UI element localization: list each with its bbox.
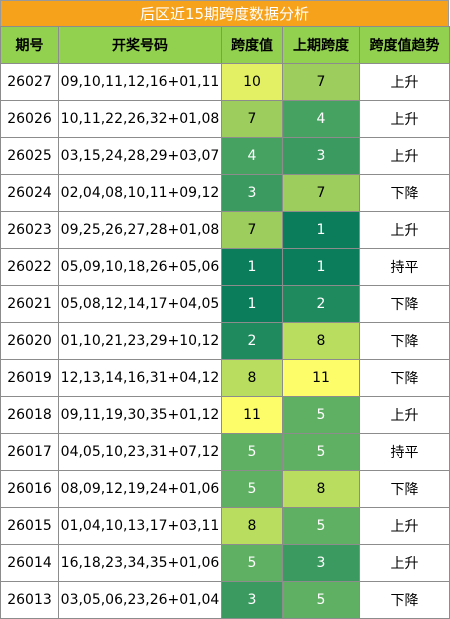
table-row: 26026 10,11,22,26,32+01,08 7 4 上升 bbox=[0, 100, 450, 138]
issue-cell: 26014 bbox=[0, 544, 59, 582]
span-cell: 8 bbox=[221, 507, 283, 545]
table-row: 26017 04,05,10,23,31+07,12 5 5 持平 bbox=[0, 433, 450, 471]
span-cell: 7 bbox=[221, 211, 283, 249]
table-title: 后区近15期跨度数据分析 bbox=[0, 0, 449, 27]
header-row: 期号 开奖号码 跨度值 上期跨度 跨度值趋势 bbox=[0, 26, 450, 64]
header-trend: 跨度值趋势 bbox=[359, 26, 450, 64]
span-cell: 4 bbox=[221, 137, 283, 175]
table-row: 26018 09,11,19,30,35+01,12 11 5 上升 bbox=[0, 396, 450, 434]
span-cell: 5 bbox=[221, 544, 283, 582]
span-cell: 3 bbox=[221, 581, 283, 619]
header-issue: 期号 bbox=[0, 26, 59, 64]
issue-cell: 26016 bbox=[0, 470, 59, 508]
prev-span-cell: 3 bbox=[282, 544, 360, 582]
prev-span-cell: 1 bbox=[282, 248, 360, 286]
prev-span-cell: 7 bbox=[282, 63, 360, 101]
span-cell: 7 bbox=[221, 100, 283, 138]
issue-cell: 26019 bbox=[0, 359, 59, 397]
prev-span-cell: 2 bbox=[282, 285, 360, 323]
prev-span-cell: 4 bbox=[282, 100, 360, 138]
issue-cell: 26020 bbox=[0, 322, 59, 360]
numbers-cell: 09,11,19,30,35+01,12 bbox=[58, 396, 222, 434]
table-row: 26022 05,09,10,18,26+05,06 1 1 持平 bbox=[0, 248, 450, 286]
trend-cell: 下降 bbox=[359, 322, 450, 360]
trend-cell: 下降 bbox=[359, 285, 450, 323]
span-analysis-table: 期号 开奖号码 跨度值 上期跨度 跨度值趋势 26027 09,10,11,12,… bbox=[0, 26, 450, 619]
prev-span-cell: 8 bbox=[282, 322, 360, 360]
span-cell: 11 bbox=[221, 396, 283, 434]
span-cell: 1 bbox=[221, 248, 283, 286]
numbers-cell: 09,10,11,12,16+01,11 bbox=[58, 63, 222, 101]
issue-cell: 26027 bbox=[0, 63, 59, 101]
table-row: 26013 03,05,06,23,26+01,04 3 5 下降 bbox=[0, 581, 450, 619]
numbers-cell: 10,11,22,26,32+01,08 bbox=[58, 100, 222, 138]
trend-cell: 上升 bbox=[359, 100, 450, 138]
numbers-cell: 01,04,10,13,17+03,11 bbox=[58, 507, 222, 545]
span-cell: 5 bbox=[221, 433, 283, 471]
span-cell: 5 bbox=[221, 470, 283, 508]
trend-cell: 持平 bbox=[359, 433, 450, 471]
table-row: 26020 01,10,21,23,29+10,12 2 8 下降 bbox=[0, 322, 450, 360]
header-prev-span: 上期跨度 bbox=[282, 26, 360, 64]
table-row: 26027 09,10,11,12,16+01,11 10 7 上升 bbox=[0, 63, 450, 101]
prev-span-cell: 11 bbox=[282, 359, 360, 397]
numbers-cell: 05,09,10,18,26+05,06 bbox=[58, 248, 222, 286]
issue-cell: 26015 bbox=[0, 507, 59, 545]
issue-cell: 26017 bbox=[0, 433, 59, 471]
trend-cell: 上升 bbox=[359, 544, 450, 582]
prev-span-cell: 5 bbox=[282, 581, 360, 619]
prev-span-cell: 8 bbox=[282, 470, 360, 508]
numbers-cell: 12,13,14,16,31+04,12 bbox=[58, 359, 222, 397]
issue-cell: 26024 bbox=[0, 174, 59, 212]
table-row: 26019 12,13,14,16,31+04,12 8 11 下降 bbox=[0, 359, 450, 397]
issue-cell: 26018 bbox=[0, 396, 59, 434]
trend-cell: 下降 bbox=[359, 174, 450, 212]
trend-cell: 上升 bbox=[359, 507, 450, 545]
trend-cell: 下降 bbox=[359, 359, 450, 397]
table-row: 26015 01,04,10,13,17+03,11 8 5 上升 bbox=[0, 507, 450, 545]
trend-cell: 下降 bbox=[359, 581, 450, 619]
numbers-cell: 03,15,24,28,29+03,07 bbox=[58, 137, 222, 175]
span-cell: 1 bbox=[221, 285, 283, 323]
header-numbers: 开奖号码 bbox=[58, 26, 222, 64]
numbers-cell: 16,18,23,34,35+01,06 bbox=[58, 544, 222, 582]
numbers-cell: 02,04,08,10,11+09,12 bbox=[58, 174, 222, 212]
trend-cell: 上升 bbox=[359, 137, 450, 175]
trend-cell: 下降 bbox=[359, 470, 450, 508]
prev-span-cell: 3 bbox=[282, 137, 360, 175]
table-row: 26014 16,18,23,34,35+01,06 5 3 上升 bbox=[0, 544, 450, 582]
trend-cell: 上升 bbox=[359, 63, 450, 101]
issue-cell: 26023 bbox=[0, 211, 59, 249]
table-row: 26024 02,04,08,10,11+09,12 3 7 下降 bbox=[0, 174, 450, 212]
issue-cell: 26021 bbox=[0, 285, 59, 323]
table-row: 26021 05,08,12,14,17+04,05 1 2 下降 bbox=[0, 285, 450, 323]
span-cell: 10 bbox=[221, 63, 283, 101]
numbers-cell: 01,10,21,23,29+10,12 bbox=[58, 322, 222, 360]
numbers-cell: 09,25,26,27,28+01,08 bbox=[58, 211, 222, 249]
trend-cell: 上升 bbox=[359, 396, 450, 434]
prev-span-cell: 5 bbox=[282, 433, 360, 471]
issue-cell: 26025 bbox=[0, 137, 59, 175]
issue-cell: 26022 bbox=[0, 248, 59, 286]
numbers-cell: 08,09,12,19,24+01,06 bbox=[58, 470, 222, 508]
header-span: 跨度值 bbox=[221, 26, 283, 64]
numbers-cell: 04,05,10,23,31+07,12 bbox=[58, 433, 222, 471]
table-row: 26023 09,25,26,27,28+01,08 7 1 上升 bbox=[0, 211, 450, 249]
prev-span-cell: 7 bbox=[282, 174, 360, 212]
prev-span-cell: 1 bbox=[282, 211, 360, 249]
table-row: 26025 03,15,24,28,29+03,07 4 3 上升 bbox=[0, 137, 450, 175]
span-cell: 2 bbox=[221, 322, 283, 360]
issue-cell: 26026 bbox=[0, 100, 59, 138]
issue-cell: 26013 bbox=[0, 581, 59, 619]
numbers-cell: 03,05,06,23,26+01,04 bbox=[58, 581, 222, 619]
table-row: 26016 08,09,12,19,24+01,06 5 8 下降 bbox=[0, 470, 450, 508]
numbers-cell: 05,08,12,14,17+04,05 bbox=[58, 285, 222, 323]
span-cell: 8 bbox=[221, 359, 283, 397]
span-cell: 3 bbox=[221, 174, 283, 212]
prev-span-cell: 5 bbox=[282, 396, 360, 434]
trend-cell: 上升 bbox=[359, 211, 450, 249]
prev-span-cell: 5 bbox=[282, 507, 360, 545]
trend-cell: 持平 bbox=[359, 248, 450, 286]
